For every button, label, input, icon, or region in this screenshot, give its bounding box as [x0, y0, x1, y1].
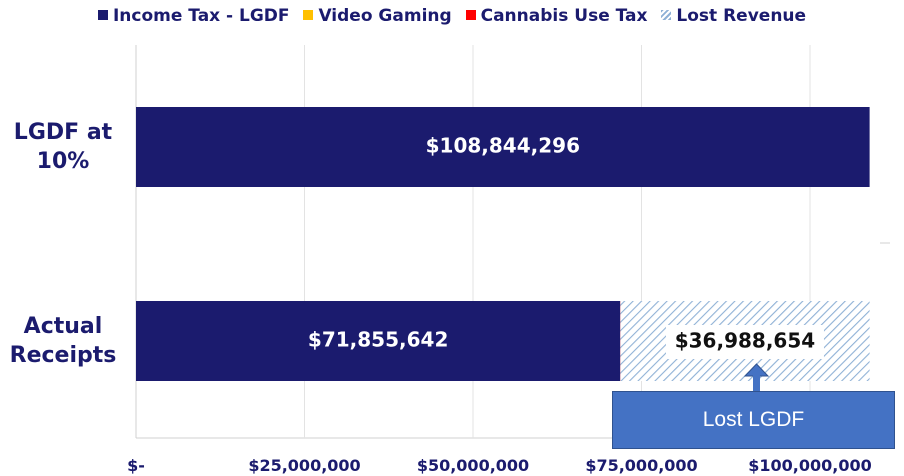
legend-label-video-gaming: Video Gaming [318, 6, 452, 26]
x-tick-2: $50,000,000 [416, 456, 530, 475]
legend-item-lost-revenue: Lost Revenue [661, 6, 806, 26]
callout-arrow-shaft [753, 375, 760, 392]
lost-lgdf-callout: Lost LGDF [612, 391, 895, 449]
legend-label-income-tax: Income Tax - LGDF [112, 6, 290, 26]
legend-swatch-cannabis [465, 10, 476, 20]
category-label-lgdf-line1: LGDF at [13, 120, 113, 145]
x-tick-1: $25,000,000 [248, 456, 361, 475]
x-tick-0: $- [127, 456, 145, 475]
bar-income-tax-lgdf [136, 107, 870, 187]
chart-legend: Income Tax - LGDF Video Gaming Cannabis … [0, 6, 904, 26]
legend-item-video-gaming: Video Gaming [303, 6, 452, 26]
x-tick-3: $75,000,000 [585, 456, 698, 475]
legend-swatch-income-tax [97, 10, 108, 20]
legend-item-income-tax: Income Tax - LGDF [97, 6, 290, 26]
data-label-lost-revenue-box [665, 325, 824, 359]
legend-label-cannabis: Cannabis Use Tax [480, 6, 648, 26]
legend-swatch-video-gaming [303, 10, 314, 20]
category-label-actual-line2: Receipts [9, 343, 117, 368]
category-label-actual-line1: Actual [23, 314, 103, 339]
category-label-actual: Actual Receipts [0, 312, 126, 370]
legend-swatch-lost-revenue [661, 10, 672, 20]
data-label-actual-income: $71,855,642 [308, 328, 448, 352]
category-label-lgdf-line2: 10% [36, 149, 90, 174]
bar-income-tax-actual [136, 301, 621, 381]
data-label-lost-revenue: $36,988,654 [675, 329, 815, 353]
data-label-lgdf-10: $108,844,296 [426, 134, 580, 158]
legend-label-lost-revenue: Lost Revenue [676, 6, 807, 26]
legend-item-cannabis: Cannabis Use Tax [465, 6, 648, 26]
x-tick-4: $100,000,000 [748, 456, 872, 475]
category-label-lgdf: LGDF at 10% [0, 118, 126, 176]
callout-text: Lost LGDF [702, 408, 805, 431]
